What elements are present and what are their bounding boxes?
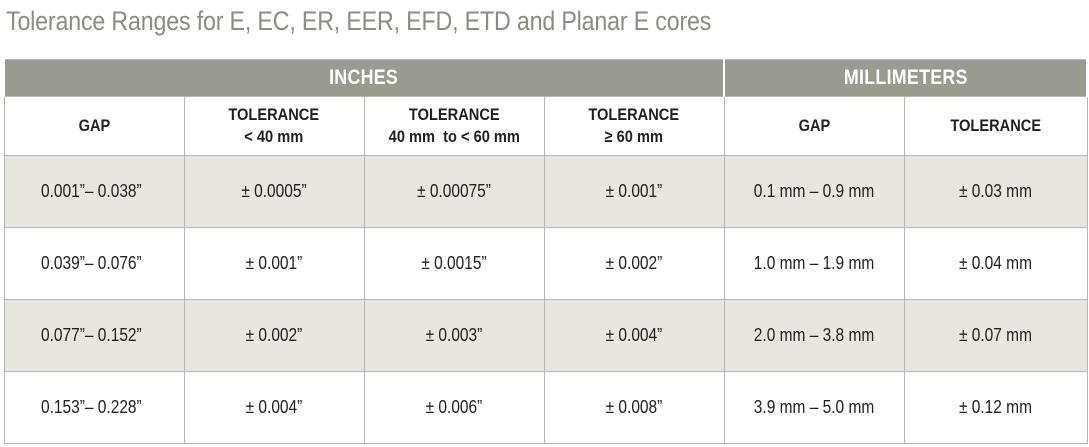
unit-header-row: INCHES MILLIMETERS: [2, 59, 1089, 97]
gap-inches-cell: 0.039”– 0.076”: [3, 227, 185, 300]
table-row: 0.077”– 0.152” ± 0.002” ± 0.003” ± 0.004…: [3, 299, 1088, 372]
table-row: 0.153”– 0.228” ± 0.004” ± 0.006” ± 0.008…: [3, 371, 1088, 444]
page-title: Tolerance Ranges for E, EC, ER, EER, EFD…: [6, 6, 712, 36]
tolerance-mm-cell: ± 0.04 mm: [903, 227, 1088, 300]
tolerance-ge60-cell: ± 0.004”: [543, 299, 725, 372]
tolerance-ge60-header: TOLERANCE ≥ 60 mm: [543, 96, 725, 156]
gap-inches-cell: 0.153”– 0.228”: [3, 371, 185, 444]
gap-mm-header: GAP: [723, 96, 905, 156]
millimeters-header: MILLIMETERS: [723, 59, 1089, 97]
tolerance-lt40-header: TOLERANCE < 40 mm: [183, 96, 365, 156]
tolerance-mm-cell: ± 0.12 mm: [903, 371, 1088, 444]
tolerance-lt40-cell: ± 0.0005”: [183, 155, 365, 228]
tolerance-lt40-cell: ± 0.001”: [183, 227, 365, 300]
tolerance-mm-cell: ± 0.07 mm: [903, 299, 1088, 372]
inches-header: INCHES: [2, 59, 726, 97]
tolerance-table: INCHES MILLIMETERS GAP TOLERANCE < 40 mm …: [2, 59, 1089, 444]
gap-inches-cell: 0.077”– 0.152”: [3, 299, 185, 372]
gap-inches-cell: 0.001”– 0.038”: [3, 155, 185, 228]
table-row: 0.001”– 0.038” ± 0.0005” ± 0.00075” ± 0.…: [3, 155, 1088, 228]
table-row: 0.039”– 0.076” ± 0.001” ± 0.0015” ± 0.00…: [3, 227, 1088, 300]
tolerance-ge60-cell: ± 0.008”: [543, 371, 725, 444]
column-header-row: GAP TOLERANCE < 40 mm TOLERANCE 40 mm to <…: [3, 96, 1088, 156]
tolerance-40-60-header: TOLERANCE 40 mm to < 60 mm: [363, 96, 545, 156]
tolerance-lt40-cell: ± 0.002”: [183, 299, 365, 372]
tolerance-40-60-cell: ± 0.006”: [363, 371, 545, 444]
tolerance-lt40-cell: ± 0.004”: [183, 371, 365, 444]
tolerance-40-60-cell: ± 0.0015”: [363, 227, 545, 300]
gap-mm-cell: 0.1 mm – 0.9 mm: [723, 155, 905, 228]
gap-mm-cell: 3.9 mm – 5.0 mm: [723, 371, 905, 444]
tolerance-ge60-cell: ± 0.001”: [543, 155, 725, 228]
tolerance-40-60-cell: ± 0.00075”: [363, 155, 545, 228]
tolerance-mm-cell: ± 0.03 mm: [903, 155, 1088, 228]
tolerance-40-60-cell: ± 0.003”: [363, 299, 545, 372]
tolerance-mm-header: TOLERANCE: [903, 96, 1088, 156]
tolerance-ge60-cell: ± 0.002”: [543, 227, 725, 300]
gap-mm-cell: 2.0 mm – 3.8 mm: [723, 299, 905, 372]
gap-mm-cell: 1.0 mm – 1.9 mm: [723, 227, 905, 300]
gap-inches-header: GAP: [3, 96, 185, 156]
